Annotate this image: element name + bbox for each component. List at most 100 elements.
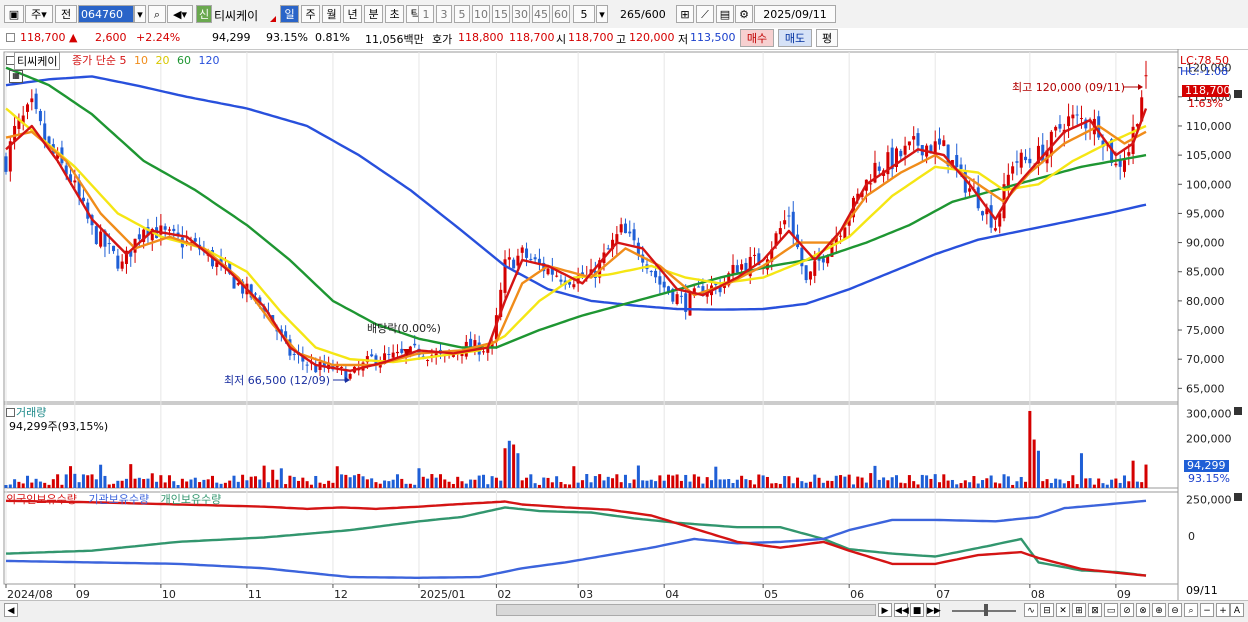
candle-body-49 bbox=[215, 262, 219, 267]
forward-icon[interactable]: ▶▶ bbox=[926, 603, 941, 617]
save-icon[interactable]: ▤ bbox=[716, 5, 734, 23]
x-label-0: 2024/08 bbox=[7, 588, 53, 601]
chart-option-icon-2[interactable]: ⊟ bbox=[1040, 603, 1054, 617]
volume-bar-141 bbox=[611, 478, 615, 488]
chart-option-icon-3[interactable]: ✕ bbox=[1056, 603, 1070, 617]
volume-bar-78 bbox=[340, 474, 344, 488]
search-icon[interactable]: ⌕ bbox=[148, 5, 166, 23]
draw-tools-icon[interactable]: ⟋ bbox=[696, 5, 714, 23]
volume-panel-close-icon[interactable] bbox=[1234, 407, 1242, 415]
holdings-panel-close-icon[interactable] bbox=[1234, 493, 1242, 501]
candle-body-150 bbox=[649, 270, 653, 273]
minute-tab-60[interactable]: 60 bbox=[552, 5, 570, 23]
unit-select[interactable]: 5 bbox=[573, 5, 595, 23]
reset-zoom-icon[interactable]: ⊖ bbox=[1168, 603, 1182, 617]
chart-option-icon-8[interactable]: ⊗ bbox=[1136, 603, 1150, 617]
candle-body-154 bbox=[666, 286, 670, 292]
volume-value: 94,299 bbox=[212, 31, 251, 44]
chart-option-icon-6[interactable]: ▭ bbox=[1104, 603, 1118, 617]
speaker-icon[interactable]: ◀▾ bbox=[167, 5, 193, 23]
institution-holdings-line bbox=[5, 499, 1147, 579]
volume-bar-70 bbox=[305, 481, 309, 488]
settings-gear-icon[interactable]: ⚙ bbox=[735, 5, 753, 23]
stock-chart[interactable]: 65,000 70,000 75,000 80,000 85,000 90,000 95,0… bbox=[0, 49, 1248, 601]
minute-tab-3[interactable]: 3 bbox=[436, 5, 452, 23]
price-panel-close-icon[interactable] bbox=[1234, 90, 1242, 98]
chart-option-icon-4[interactable]: ⊞ bbox=[1072, 603, 1086, 617]
layout-icon[interactable]: ▣ bbox=[4, 5, 24, 23]
chart-tools-icon[interactable]: ⊞ bbox=[676, 5, 694, 23]
chart-option-icon-9[interactable]: ⊕ bbox=[1152, 603, 1166, 617]
candle-body-258 bbox=[1114, 163, 1118, 166]
buy-button[interactable]: 매수 bbox=[740, 29, 774, 47]
minute-tab-1[interactable]: 1 bbox=[418, 5, 434, 23]
volume-bar-147 bbox=[636, 465, 640, 488]
individual-holdings-line bbox=[5, 506, 1147, 577]
unit-dropdown[interactable]: ▾ bbox=[596, 5, 608, 23]
candle-body-260 bbox=[1122, 160, 1126, 172]
minute-tab-30[interactable]: 30 bbox=[512, 5, 530, 23]
calendar-icon[interactable]: ▦ bbox=[9, 70, 23, 83]
period-tab-4[interactable]: 분 bbox=[364, 5, 383, 23]
prev-button[interactable]: 전 bbox=[55, 5, 77, 23]
scroll-right-icon[interactable]: ▶ bbox=[878, 603, 892, 617]
candle-body-36 bbox=[159, 225, 163, 235]
minus-icon[interactable]: − bbox=[1200, 603, 1214, 617]
stock-code-input[interactable]: 064760 bbox=[78, 5, 134, 23]
price-legend-name[interactable]: 티씨케이 bbox=[14, 52, 61, 70]
code-dropdown[interactable]: ▾ bbox=[134, 5, 146, 23]
volume-bar-132 bbox=[572, 466, 576, 488]
period-tab-2[interactable]: 월 bbox=[322, 5, 341, 23]
volume-bar-22 bbox=[99, 464, 103, 488]
volume-bar-18 bbox=[81, 474, 85, 488]
minute-tab-45[interactable]: 45 bbox=[532, 5, 550, 23]
bar-count[interactable]: 265/600 bbox=[620, 8, 666, 21]
rewind-icon[interactable]: ◀◀ bbox=[894, 603, 909, 617]
period-selector[interactable]: 주▾ bbox=[25, 5, 53, 23]
eval-button[interactable]: 평 bbox=[816, 29, 838, 47]
plus-icon[interactable]: + bbox=[1216, 603, 1230, 617]
high-arrow-head bbox=[1138, 84, 1143, 90]
zoom-out-icon[interactable]: ⌕ bbox=[1184, 603, 1198, 617]
period-tab-0[interactable]: 일 bbox=[280, 5, 299, 23]
period-tab-1[interactable]: 주 bbox=[301, 5, 320, 23]
volume-panel-frame bbox=[3, 401, 1179, 493]
candle-body-91 bbox=[395, 351, 399, 354]
candle-body-4 bbox=[21, 115, 25, 124]
volume-bar-87 bbox=[378, 483, 382, 488]
volume-bar-50 bbox=[219, 483, 223, 488]
volume-bar-185 bbox=[800, 481, 804, 488]
chart-option-icon-7[interactable]: ⊘ bbox=[1120, 603, 1134, 617]
volume-bar-68 bbox=[297, 480, 301, 488]
period-tab-5[interactable]: 초 bbox=[385, 5, 404, 23]
volume-last-tag: 94,299 bbox=[1184, 460, 1229, 472]
minute-tab-10[interactable]: 10 bbox=[472, 5, 490, 23]
candle-body-133 bbox=[576, 275, 580, 284]
sell-button[interactable]: 매도 bbox=[778, 29, 812, 47]
scroll-left-icon[interactable]: ◀ bbox=[4, 603, 18, 617]
candle-body-7 bbox=[34, 93, 38, 110]
minute-tab-5[interactable]: 5 bbox=[454, 5, 470, 23]
hc-label: HC:-1.08 bbox=[1180, 65, 1229, 78]
open-price: 118,700 bbox=[568, 31, 614, 44]
volume-bar-39 bbox=[172, 481, 176, 488]
candle-body-15 bbox=[69, 174, 73, 182]
scroll-thumb[interactable] bbox=[496, 604, 876, 616]
candle-body-33 bbox=[146, 227, 150, 236]
volume-bar-251 bbox=[1084, 478, 1088, 488]
volume-bar-85 bbox=[370, 478, 374, 488]
zoom-slider-handle[interactable] bbox=[984, 604, 988, 616]
candle-body-208 bbox=[899, 150, 903, 157]
candle-body-216 bbox=[933, 141, 937, 153]
font-size-icon[interactable]: A bbox=[1230, 603, 1244, 617]
period-tab-3[interactable]: 년 bbox=[343, 5, 362, 23]
volume-bar-197 bbox=[851, 484, 855, 488]
price-tick-label-1: 70,000 bbox=[1186, 353, 1225, 366]
volume-bar-146 bbox=[632, 479, 636, 488]
stop-icon[interactable]: ■ bbox=[910, 603, 924, 617]
chart-option-icon-5[interactable]: ⊠ bbox=[1088, 603, 1102, 617]
minute-tab-15[interactable]: 15 bbox=[492, 5, 510, 23]
chart-option-icon-1[interactable]: ∿ bbox=[1024, 603, 1038, 617]
candle-body-117 bbox=[507, 257, 511, 260]
date-input[interactable]: 2025/09/11 bbox=[754, 5, 836, 23]
